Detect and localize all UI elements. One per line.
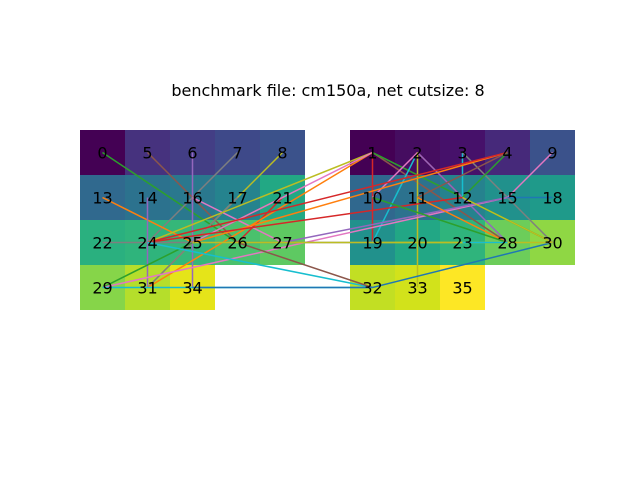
net-edge-1-28 [372, 151, 508, 244]
cell-label-14: 14 [137, 189, 157, 208]
net-edge-4-11 [417, 151, 508, 199]
net-edge-9-15 [506, 151, 554, 199]
net-edge-10-28 [372, 196, 508, 244]
net-edge-4-12 [461, 151, 509, 199]
cell-label-25: 25 [182, 234, 202, 253]
net-edge-4-24 [147, 151, 508, 244]
net-edge-2-19 [371, 152, 419, 243]
cell-label-3: 3 [457, 144, 467, 163]
cell-label-31: 31 [137, 279, 157, 298]
cell-label-32: 32 [362, 279, 382, 298]
cell-label-29: 29 [92, 279, 112, 298]
cell-label-30: 30 [542, 234, 562, 253]
net-edge-1-25 [192, 151, 373, 244]
net-edge-12-30 [462, 196, 553, 244]
cell-label-35: 35 [452, 279, 472, 298]
cell-label-16: 16 [182, 189, 202, 208]
cell-label-0: 0 [97, 144, 107, 163]
cell-label-2: 2 [412, 144, 422, 163]
net-edge-11-28 [417, 196, 508, 244]
cell-label-15: 15 [497, 189, 517, 208]
net-edge-2-10 [371, 151, 419, 199]
cell-label-33: 33 [407, 279, 427, 298]
cell-label-1: 1 [367, 144, 377, 163]
cell-label-27: 27 [272, 234, 292, 253]
net-edge-1-24 [147, 151, 373, 244]
cell-label-9: 9 [547, 144, 557, 163]
net-edge-26-32 [237, 241, 373, 289]
cell-label-34: 34 [182, 279, 202, 298]
cell-label-12: 12 [452, 189, 472, 208]
cell-label-20: 20 [407, 234, 427, 253]
cell-label-23: 23 [452, 234, 472, 253]
cell-label-13: 13 [92, 189, 112, 208]
net-edge-1-31 [147, 151, 373, 289]
cell-label-10: 10 [362, 189, 382, 208]
net-edge-15-27 [282, 196, 508, 244]
net-edge-0-26 [102, 151, 238, 244]
cell-label-11: 11 [407, 189, 427, 208]
cell-label-26: 26 [227, 234, 247, 253]
cell-label-28: 28 [497, 234, 517, 253]
cell-label-5: 5 [142, 144, 152, 163]
edge-layer [102, 151, 554, 289]
net-edge-12-24 [147, 196, 463, 244]
cell-label-8: 8 [277, 144, 287, 163]
cell-label-24: 24 [137, 234, 157, 253]
net-edge-4-25 [192, 151, 508, 244]
cell-label-17: 17 [227, 189, 247, 208]
cell-label-4: 4 [502, 144, 512, 163]
diagram-title: benchmark file: cm150a, net cutsize: 8 [171, 81, 485, 100]
cell-35 [440, 265, 485, 310]
cell-label-7: 7 [232, 144, 242, 163]
net-edge-24-32 [147, 241, 373, 289]
cell-label-18: 18 [542, 189, 562, 208]
cell-label-6: 6 [187, 144, 197, 163]
cell-label-21: 21 [272, 189, 292, 208]
net-edge-32-30 [372, 241, 553, 289]
cell-label-19: 19 [362, 234, 382, 253]
cell-label-22: 22 [92, 234, 112, 253]
